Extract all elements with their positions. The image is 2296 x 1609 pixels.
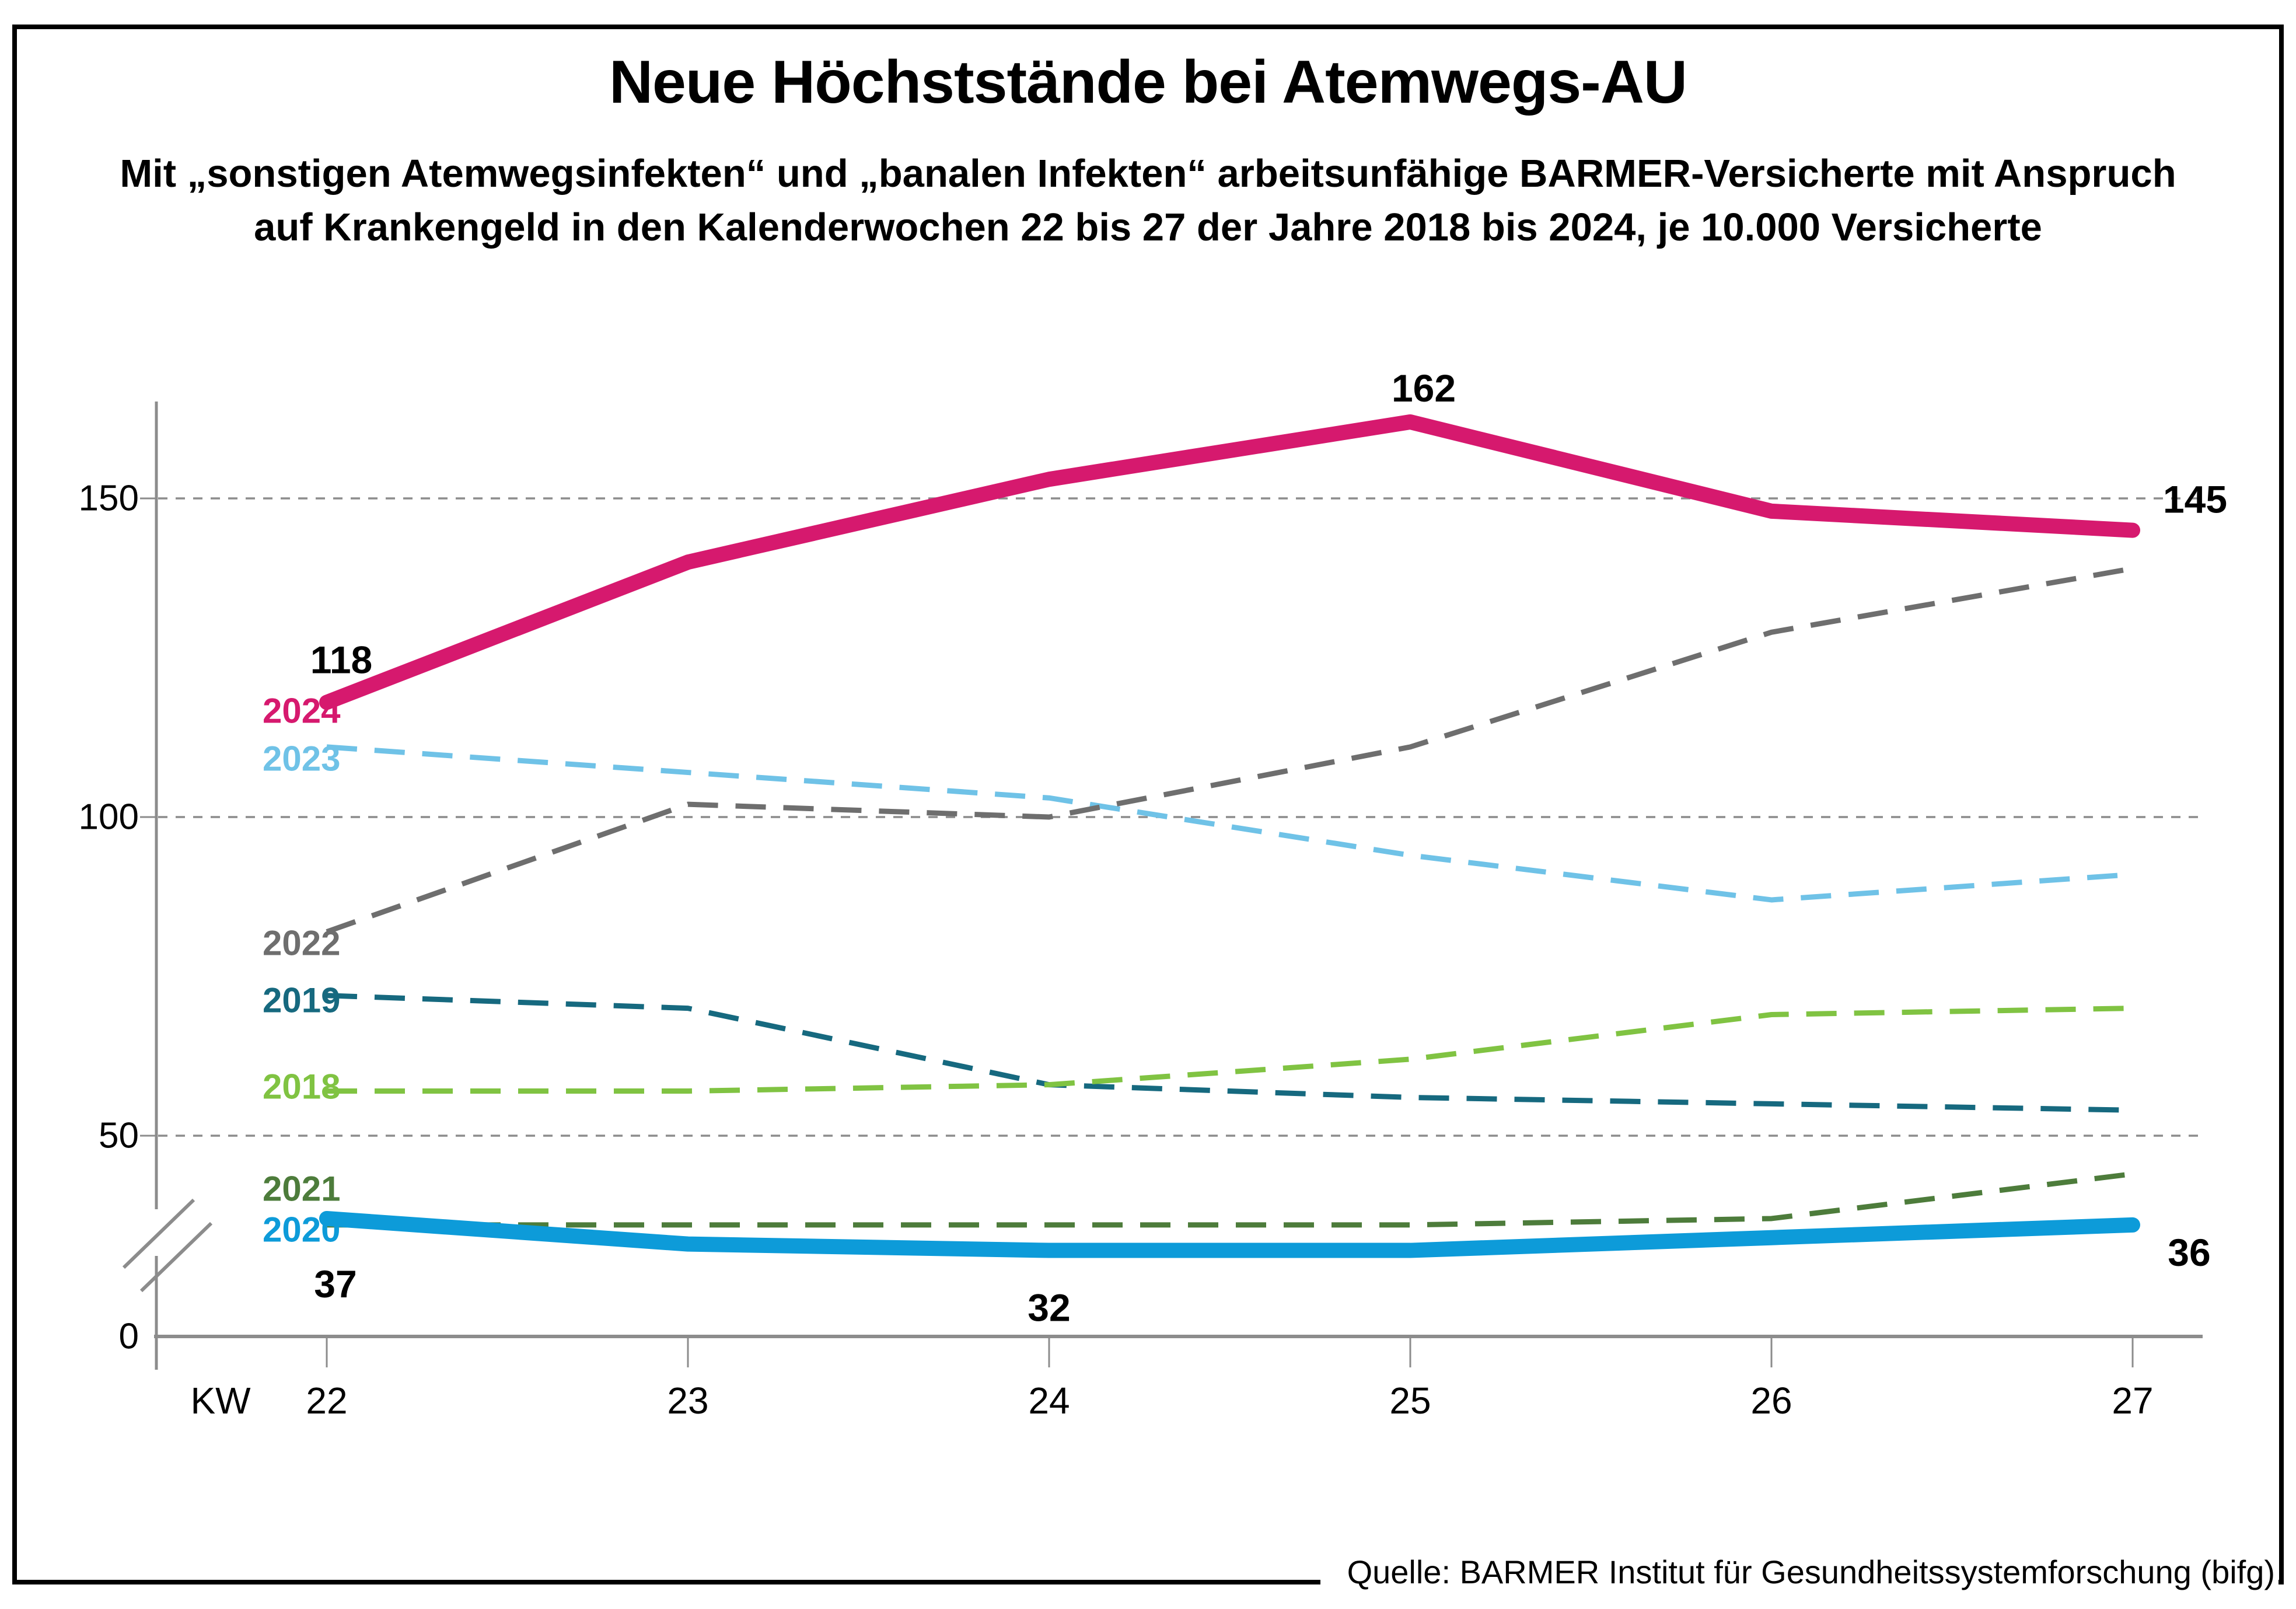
source-credit: Quelle: BARMER Institut für Gesundheitss… (1320, 1548, 2278, 1597)
x-axis-label-23: 23 (667, 1380, 708, 1422)
y-axis-label-0: 0 (119, 1317, 139, 1357)
y-axis-label-100: 100 (79, 797, 139, 837)
y-axis-label-150: 150 (79, 479, 139, 519)
x-axis-label-24: 24 (1028, 1380, 1070, 1422)
border-frame (12, 25, 2284, 1584)
x-axis-label-26: 26 (1750, 1380, 1792, 1422)
y-axis-label-50: 50 (99, 1116, 139, 1156)
series-line-2023 (326, 744, 2133, 903)
value-label-2024-kw27: 145 (2163, 478, 2227, 521)
series-line-2018 (327, 1006, 2133, 1094)
value-label-2020-kw24: 32 (1028, 1286, 1070, 1329)
chart-subtitle-line-1: Mit „sonstigen Atemwegsinfekten“ und „ba… (120, 152, 2176, 196)
series-line-2020 (319, 1210, 2140, 1258)
value-label-2024-kw25: 162 (1392, 367, 1456, 410)
legend-label-2020: 2020 (263, 1210, 340, 1249)
x-axis-label-22: 22 (306, 1380, 347, 1422)
axis-break-slash-1 (122, 1198, 195, 1269)
legend-label-2018: 2018 (263, 1067, 340, 1107)
chart-subtitle: Mit „sonstigen Atemwegsinfekten“ und „ba… (0, 147, 2296, 254)
series-line-2022 (326, 566, 2133, 934)
legend-label-2023: 2023 (263, 739, 340, 779)
x-axis-label-25: 25 (1389, 1380, 1431, 1422)
axis-break-slash-2 (139, 1221, 213, 1293)
value-label-2020-kw22: 37 (314, 1262, 357, 1306)
legend-label-2024: 2024 (263, 692, 341, 731)
chart-title: Neue Höchststände bei Atemwegs-AU (609, 48, 1687, 116)
legend-label-2021: 2021 (263, 1170, 340, 1209)
x-axis-label-27: 27 (2112, 1380, 2153, 1422)
value-label-2020-kw27: 36 (2168, 1231, 2210, 1274)
series-line-2024 (319, 414, 2140, 710)
value-label-2024-kw22: 118 (310, 638, 372, 681)
series-line-2021 (327, 1171, 2133, 1228)
legend-label-2019: 2019 (263, 981, 340, 1020)
x-axis-unit-label: KW (190, 1380, 251, 1422)
legend-label-2022: 2022 (263, 924, 340, 963)
chart-subtitle-line-2: auf Krankengeld in den Kalenderwochen 22… (254, 205, 2042, 249)
series-line-2019 (326, 993, 2133, 1113)
